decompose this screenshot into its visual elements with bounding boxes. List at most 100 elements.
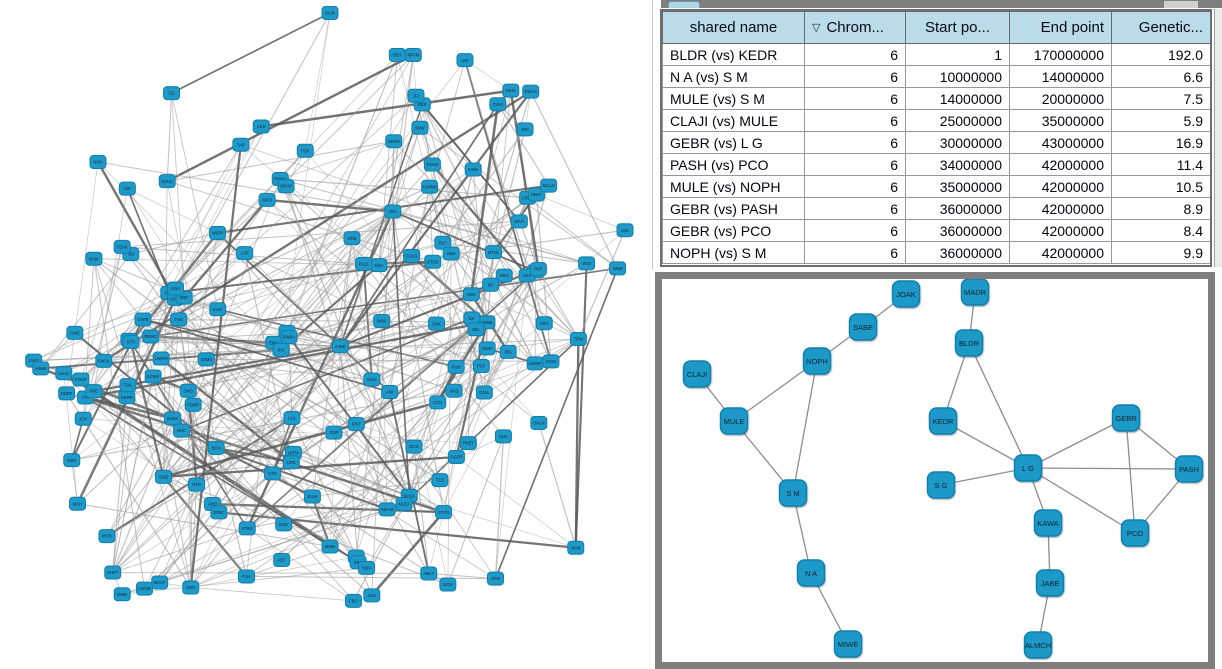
network-edge[interactable] (266, 54, 414, 201)
network-node[interactable]: DCM (439, 577, 457, 592)
network-edge[interactable] (150, 336, 341, 347)
network-edge[interactable] (175, 126, 262, 289)
network-edge[interactable] (83, 252, 245, 419)
network-edge[interactable] (261, 89, 511, 128)
network-edge[interactable] (415, 95, 520, 222)
network-edge[interactable] (281, 401, 439, 561)
network-edge[interactable] (280, 12, 331, 351)
network-edge[interactable] (160, 357, 293, 464)
network-edge[interactable] (497, 103, 550, 186)
network-edge[interactable] (112, 461, 292, 573)
filter-icon[interactable]: ▽ (812, 22, 821, 34)
network-edge[interactable] (127, 188, 294, 454)
column-header-4[interactable]: Genetic... (1111, 11, 1210, 44)
network-node[interactable]: PDRR (184, 397, 202, 412)
network-edge[interactable] (1027, 417, 1127, 469)
network-edge[interactable] (159, 338, 579, 583)
network-node[interactable]: AEF (273, 552, 291, 567)
network-edge[interactable] (112, 261, 433, 573)
network-node[interactable]: LOS (363, 588, 381, 603)
network-node[interactable]: GND (182, 580, 200, 595)
network-node[interactable]: GHU (363, 372, 381, 387)
network-edge[interactable] (494, 436, 505, 579)
network-edge[interactable] (163, 476, 449, 586)
subnetwork-canvas[interactable]: JOAK SABE NOPH CLAJI MULE S M N A MIWE MADR BLDR K… (662, 279, 1208, 662)
network-node[interactable]: TDW (569, 331, 587, 346)
network-edge[interactable] (142, 242, 443, 320)
network-edge[interactable] (490, 268, 618, 286)
network-node[interactable]: NEW (502, 83, 520, 98)
network-edge[interactable] (273, 164, 433, 344)
network-node[interactable]: GTOE (424, 254, 442, 269)
network-node-madr[interactable]: MADR (960, 279, 990, 306)
network-node[interactable]: LLUC (55, 366, 73, 381)
network-edge[interactable] (166, 181, 217, 449)
network-edge[interactable] (188, 323, 437, 392)
network-edge[interactable] (190, 503, 405, 588)
network-node[interactable]: UKD (252, 119, 270, 134)
network-edge[interactable] (442, 128, 526, 244)
network-edge[interactable] (166, 93, 173, 182)
network-edge[interactable] (142, 318, 390, 393)
network-node-almch[interactable]: ALMCH (1023, 631, 1053, 659)
network-edge[interactable] (940, 467, 1029, 486)
network-node-n-a[interactable]: N A (796, 559, 826, 587)
network-edge[interactable] (536, 194, 626, 231)
network-edge[interactable] (574, 263, 588, 548)
network-edge[interactable] (190, 587, 354, 602)
network-edge[interactable] (190, 238, 353, 588)
network-node[interactable]: EBAM (378, 502, 396, 517)
network-edge[interactable] (280, 349, 410, 496)
network-edge[interactable] (356, 321, 488, 425)
network-node[interactable]: DDEP (58, 386, 76, 401)
network-edge[interactable] (126, 188, 170, 294)
network-edge[interactable] (122, 495, 410, 595)
network-edge[interactable] (266, 199, 540, 424)
network-edge[interactable] (85, 396, 359, 563)
network-edge[interactable] (106, 127, 421, 537)
network-edge[interactable] (163, 359, 207, 478)
network-edge[interactable] (733, 360, 818, 422)
network-edge[interactable] (432, 261, 482, 367)
network-node[interactable]: BCN (207, 440, 225, 455)
network-edge[interactable] (304, 12, 331, 151)
network-edge[interactable] (280, 140, 394, 180)
network-node[interactable]: PUH (447, 359, 465, 374)
network-edge[interactable] (74, 298, 176, 334)
network-node[interactable]: LNOW (135, 581, 153, 596)
network-node[interactable]: JPW (487, 571, 505, 586)
network-node[interactable]: OEA (388, 48, 406, 62)
network-node[interactable]: OJNL (475, 385, 493, 400)
network-edge[interactable] (392, 211, 445, 513)
network-edge[interactable] (128, 339, 341, 347)
network-edge[interactable] (280, 211, 394, 351)
network-edge[interactable] (464, 59, 552, 362)
network-node[interactable]: IWW (411, 120, 429, 135)
network-node[interactable]: UHA (494, 429, 512, 444)
network-node[interactable]: AJNE (331, 339, 349, 354)
column-header-0[interactable]: shared name (662, 11, 805, 44)
network-edge[interactable] (192, 404, 214, 505)
network-node[interactable]: OOAE (423, 157, 441, 172)
network-node[interactable]: MCLN (540, 178, 558, 193)
network-node[interactable]: TOAK (113, 239, 131, 254)
network-edge[interactable] (392, 141, 395, 212)
network-node-kedr[interactable]: KEDR (928, 407, 958, 435)
network-edge[interactable] (408, 90, 512, 496)
network-edge[interactable] (340, 323, 437, 347)
table-row[interactable]: MULE (vs) S M 6 14000000 20000000 7.5 (662, 87, 1210, 110)
network-edge[interactable] (66, 393, 192, 588)
network-edge[interactable] (192, 178, 281, 405)
network-edge[interactable] (190, 404, 194, 588)
network-edge[interactable] (189, 144, 242, 588)
network-edge[interactable] (150, 95, 417, 337)
network-node-miwe[interactable]: MIWE (833, 630, 863, 658)
network-node[interactable]: GWE (66, 325, 84, 340)
network-edge[interactable] (339, 346, 410, 496)
network-node[interactable]: BWBA (280, 330, 298, 345)
network-edge[interactable] (244, 253, 292, 463)
table-row[interactable]: GEBR (vs) L G 6 30000000 43000000 16.9 (662, 131, 1210, 154)
network-node[interactable]: JOMS (197, 352, 215, 367)
network-node[interactable]: SUKK (164, 411, 182, 426)
network-edge[interactable] (112, 397, 128, 573)
